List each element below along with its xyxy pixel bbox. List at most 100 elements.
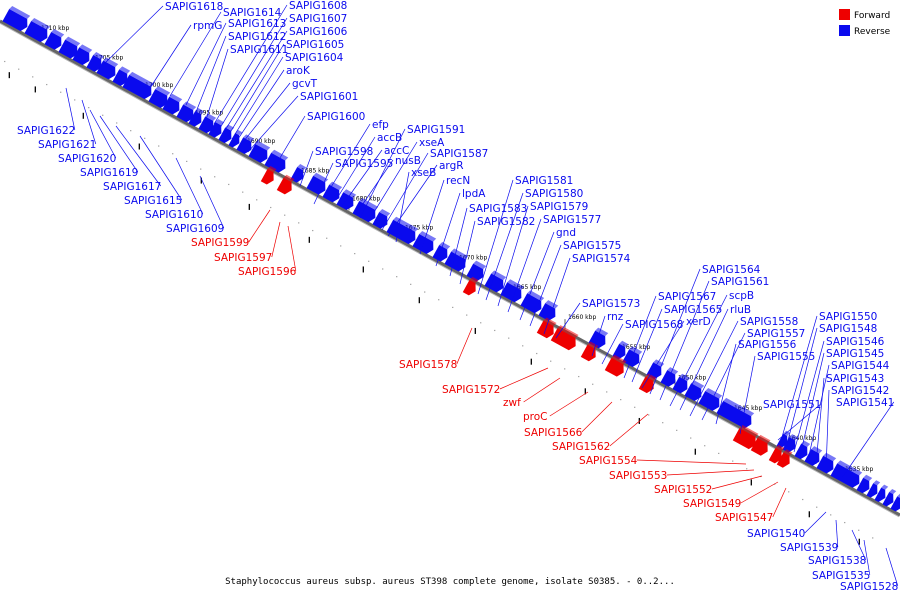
gene-label: SAPIG1597 [214, 252, 272, 264]
reverse-gene-face [162, 96, 180, 115]
gene-block [462, 276, 479, 296]
reverse-gene-edge [359, 198, 379, 210]
leader-line [591, 315, 606, 357]
leader-line [248, 209, 271, 243]
gene-label: SAPIG1577 [543, 214, 601, 226]
leader-line [335, 136, 376, 201]
reverse-gene-face [866, 483, 878, 498]
gene-block [500, 279, 525, 303]
leader-line [863, 539, 871, 576]
reverse-gene-face [208, 122, 222, 138]
forward-gene-edge [783, 449, 793, 456]
reverse-gene-edge [527, 290, 545, 301]
gene-label: xerD [686, 316, 711, 328]
guide-dot [186, 160, 188, 163]
forward-gene-edge [775, 444, 785, 452]
gene-label: SAPIG1615 [124, 195, 182, 207]
guide-dot [592, 383, 594, 385]
gene-label: gcvT [292, 78, 318, 90]
reverse-gene-face [188, 111, 202, 127]
guide-dot [410, 283, 412, 285]
reverse-gene-face [386, 219, 416, 245]
gene-label: SAPIG1557 [747, 328, 805, 340]
leader-line [779, 315, 818, 445]
leader-line [219, 17, 288, 129]
forward-gene-face [750, 437, 768, 456]
gene-label: accB [377, 132, 402, 144]
gene-label: SAPIG1578 [399, 359, 457, 371]
leader-line [543, 257, 571, 335]
reverse-gene-face [336, 192, 354, 211]
leader-line [239, 82, 291, 147]
gene-block [750, 434, 771, 456]
guide-dot [480, 322, 482, 324]
reverse-gene-face [218, 127, 232, 144]
forward-gene-face [768, 447, 782, 464]
gene-label: SAPIG1607 [289, 13, 347, 25]
leader-line [507, 218, 542, 313]
gene-label: SAPIG1581 [515, 175, 573, 187]
reverse-gene-edge [393, 216, 419, 232]
gene-block [162, 93, 183, 115]
gene-block [776, 430, 791, 449]
tick-label: 1660 kbp [568, 314, 596, 321]
guide-dot [452, 306, 454, 309]
reverse-gene-edge [129, 71, 155, 87]
map-caption: Staphylococcus aureus subsp. aureus ST39… [225, 577, 675, 587]
reverse-gene-edge [79, 44, 93, 53]
guide-dot [788, 491, 790, 493]
reverse-gene-face [24, 21, 48, 43]
gene-label: proC [523, 411, 548, 423]
gene-block [890, 493, 900, 512]
leader-line [99, 115, 139, 173]
gene-block [684, 380, 705, 402]
reverse-gene-face [520, 293, 542, 314]
leader-line [581, 401, 613, 433]
gene-label: argR [439, 160, 464, 172]
reverse-gene-face [198, 116, 214, 134]
guide-dot [816, 506, 818, 508]
reverse-gene-face [2, 8, 28, 32]
reverse-gene-face [248, 143, 268, 163]
guide-dot [704, 445, 706, 447]
gene-block [830, 460, 863, 488]
guide-dot [46, 83, 48, 86]
leader-line [115, 125, 162, 187]
leader-line [327, 123, 371, 193]
reverse-gene-edge [51, 29, 65, 38]
guide-dot [298, 222, 300, 224]
reverse-gene-face [874, 487, 886, 503]
tick-label: 1685 kbp [301, 168, 329, 175]
leader-line [666, 469, 755, 476]
gene-block [638, 373, 657, 394]
gene-label: SAPIG1562 [552, 441, 610, 453]
gene-label: SAPIG1561 [711, 276, 769, 288]
forward-gene-edge [611, 354, 627, 365]
reverse-gene-face [856, 477, 870, 494]
reverse-gene-face [816, 455, 834, 474]
leader-line [799, 352, 825, 457]
guide-dot [116, 122, 118, 124]
guide-dot [102, 114, 104, 116]
leader-line [679, 308, 729, 411]
reverse-gene-face [672, 376, 688, 394]
gene-label: SAPIG1573 [582, 298, 640, 310]
leader-line [387, 164, 438, 237]
reverse-gene-face [236, 137, 252, 155]
reverse-gene-edge [789, 434, 799, 441]
reverse-gene-edge [271, 149, 289, 161]
gene-block [248, 140, 271, 163]
gene-block [660, 367, 679, 387]
leader-line [785, 327, 818, 449]
gene-block [148, 86, 171, 108]
guide-dot [424, 291, 426, 293]
leader-line [740, 481, 779, 504]
guide-dot [872, 537, 874, 539]
reverse-gene-face [538, 303, 556, 321]
gene-block [24, 18, 51, 43]
gene-label: SAPIG1542 [831, 385, 889, 397]
gene-block [86, 52, 105, 72]
guide-dot [564, 368, 566, 370]
leader-line [235, 69, 285, 143]
reverse-gene-edge [889, 488, 897, 495]
